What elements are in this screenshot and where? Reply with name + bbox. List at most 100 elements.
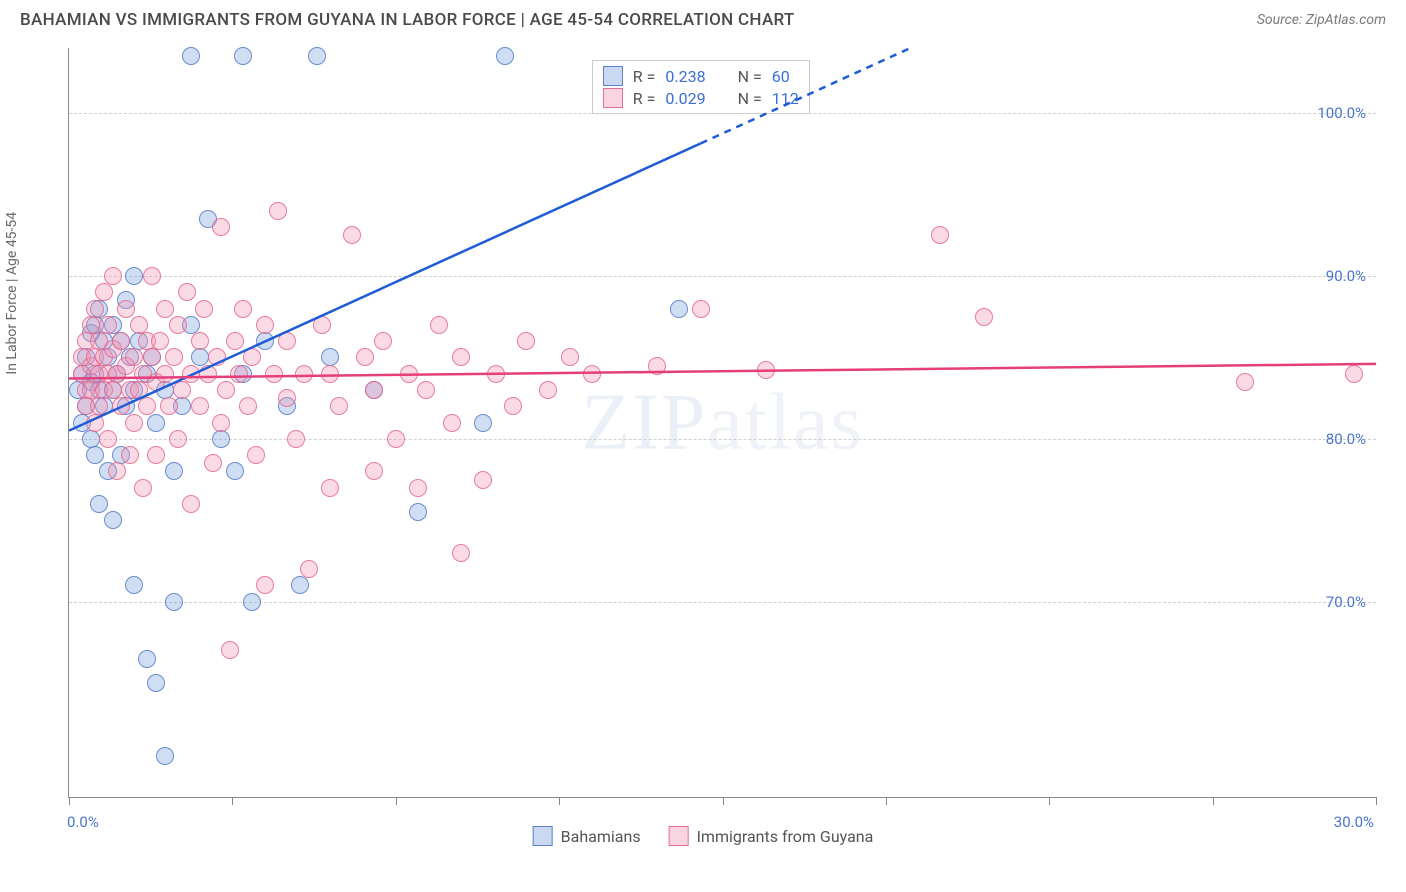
data-point: [178, 283, 196, 301]
data-point: [496, 47, 514, 65]
stat-legend: R = 0.238 N = 60 R = 0.029 N = 112: [592, 60, 810, 114]
data-point: [409, 503, 427, 521]
data-point: [182, 47, 200, 65]
gridline: [69, 113, 1376, 114]
stat-row-s2: R = 0.029 N = 112: [603, 87, 799, 109]
x-tick: [232, 797, 233, 805]
data-point: [125, 414, 143, 432]
data-point: [104, 381, 122, 399]
n-value-s2: 112: [772, 89, 799, 108]
data-point: [931, 226, 949, 244]
data-point: [343, 226, 361, 244]
data-point: [112, 332, 130, 350]
data-point: [125, 348, 143, 366]
data-point: [90, 397, 108, 415]
data-point: [121, 446, 139, 464]
data-point: [417, 381, 435, 399]
data-point: [504, 397, 522, 415]
x-tick: [886, 797, 887, 805]
data-point: [99, 430, 117, 448]
series-legend: Bahamians Immigrants from Guyana: [533, 826, 874, 846]
data-point: [430, 316, 448, 334]
plot-area: ZIPatlas R = 0.238 N = 60 R = 0.029 N = …: [68, 48, 1376, 798]
data-point: [256, 332, 274, 350]
data-point: [130, 381, 148, 399]
data-point: [269, 202, 287, 220]
data-point: [239, 397, 257, 415]
data-point: [143, 267, 161, 285]
data-point: [86, 446, 104, 464]
data-point: [169, 316, 187, 334]
gridline: [69, 602, 1376, 603]
data-point: [156, 300, 174, 318]
chart-title: BAHAMIAN VS IMMIGRANTS FROM GUYANA IN LA…: [20, 10, 795, 30]
data-point: [199, 365, 217, 383]
data-point: [975, 308, 993, 326]
x-tick-label: 30.0%: [1334, 813, 1374, 831]
x-tick: [396, 797, 397, 805]
data-point: [300, 560, 318, 578]
data-point: [226, 332, 244, 350]
data-point: [212, 414, 230, 432]
x-tick: [723, 797, 724, 805]
data-point: [182, 365, 200, 383]
data-point: [182, 495, 200, 513]
legend-item-s2: Immigrants from Guyana: [669, 826, 874, 846]
data-point: [230, 365, 248, 383]
data-point: [247, 446, 265, 464]
data-point: [539, 381, 557, 399]
data-point: [117, 300, 135, 318]
y-tick-label: 80.0%: [1326, 430, 1366, 448]
data-point: [165, 593, 183, 611]
data-point: [265, 365, 283, 383]
n-label: N =: [738, 67, 762, 86]
data-point: [191, 397, 209, 415]
data-point: [291, 576, 309, 594]
data-point: [86, 414, 104, 432]
x-tick: [1213, 797, 1214, 805]
data-point: [86, 300, 104, 318]
data-point: [147, 446, 165, 464]
data-point: [204, 454, 222, 472]
data-point: [82, 316, 100, 334]
data-point: [221, 641, 239, 659]
data-point: [95, 283, 113, 301]
data-point: [517, 332, 535, 350]
gridline: [69, 276, 1376, 277]
data-point: [165, 462, 183, 480]
data-point: [278, 389, 296, 407]
data-point: [138, 397, 156, 415]
data-point: [256, 576, 274, 594]
swatch-s1: [603, 66, 623, 86]
data-point: [321, 365, 339, 383]
x-tick: [1049, 797, 1050, 805]
data-point: [169, 430, 187, 448]
data-point: [356, 348, 374, 366]
data-point: [156, 365, 174, 383]
trend-lines: [69, 48, 1376, 797]
r-label: R =: [633, 89, 656, 108]
data-point: [138, 650, 156, 668]
n-value-s1: 60: [772, 67, 790, 86]
swatch-s2: [603, 88, 623, 108]
data-point: [487, 365, 505, 383]
data-point: [474, 471, 492, 489]
data-point: [125, 267, 143, 285]
data-point: [130, 316, 148, 334]
y-axis-label: In Labor Force | Age 45-54: [4, 212, 20, 375]
data-point: [1345, 365, 1363, 383]
data-point: [474, 414, 492, 432]
data-point: [374, 332, 392, 350]
data-point: [365, 381, 383, 399]
data-point: [212, 218, 230, 236]
data-point: [278, 332, 296, 350]
data-point: [156, 747, 174, 765]
data-point: [112, 397, 130, 415]
y-tick-label: 100.0%: [1317, 104, 1366, 122]
data-point: [330, 397, 348, 415]
data-point: [757, 361, 775, 379]
data-point: [208, 348, 226, 366]
legend-item-s1: Bahamians: [533, 826, 641, 846]
data-point: [234, 300, 252, 318]
data-point: [321, 479, 339, 497]
